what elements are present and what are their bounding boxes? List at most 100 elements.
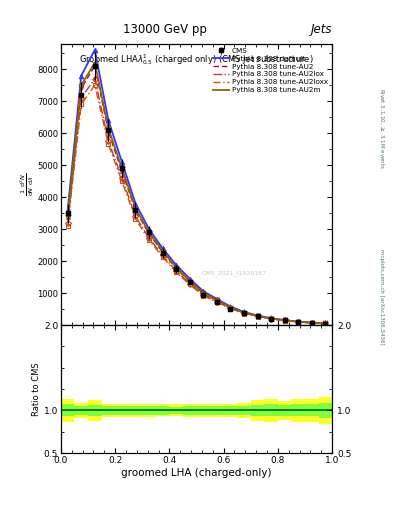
Bar — [210, 406, 224, 415]
Pythia 8.308 tune-AU2loxx — [133, 216, 138, 222]
Bar — [61, 399, 75, 421]
Pythia 8.308 tune-AU2 — [147, 231, 151, 237]
Pythia 8.308 default — [92, 47, 97, 53]
Bar — [305, 404, 318, 416]
Pythia 8.308 tune-AU2lox — [255, 313, 260, 319]
Bar — [183, 403, 196, 417]
Bar — [61, 404, 75, 416]
Bar — [224, 406, 237, 415]
Text: CMS_2021_I1920187: CMS_2021_I1920187 — [202, 270, 267, 276]
Text: Groomed LHA$\lambda^{1}_{0.5}$ (charged only) (CMS jet substructure): Groomed LHA$\lambda^{1}_{0.5}$ (charged … — [79, 52, 314, 67]
Pythia 8.308 default — [296, 318, 301, 325]
Pythia 8.308 default — [215, 296, 219, 302]
Pythia 8.308 tune-AU2loxx — [106, 141, 111, 147]
Bar — [183, 406, 196, 415]
Pythia 8.308 tune-AU2lox — [133, 213, 138, 219]
Pythia 8.308 tune-AU2loxx — [187, 282, 192, 288]
Pythia 8.308 tune-AU2loxx — [65, 223, 70, 229]
Pythia 8.308 default — [79, 72, 84, 78]
Bar — [237, 403, 251, 418]
Pythia 8.308 tune-AU2loxx — [174, 269, 178, 275]
Pythia 8.308 tune-AU2m — [282, 317, 287, 323]
Bar — [237, 406, 251, 415]
Pythia 8.308 tune-AU2m — [269, 315, 274, 322]
Pythia 8.308 tune-AU2m — [92, 60, 97, 66]
Pythia 8.308 tune-AU2lox — [296, 319, 301, 325]
Bar — [318, 403, 332, 418]
Bar — [318, 397, 332, 424]
Pythia 8.308 tune-AU2loxx — [215, 299, 219, 305]
Pythia 8.308 tune-AU2loxx — [323, 321, 328, 327]
Pythia 8.308 tune-AU2loxx — [269, 316, 274, 322]
Pythia 8.308 default — [119, 159, 124, 165]
Bar — [88, 406, 101, 416]
Pythia 8.308 default — [242, 309, 246, 315]
Pythia 8.308 tune-AU2m — [228, 304, 233, 310]
Pythia 8.308 tune-AU2m — [174, 264, 178, 270]
Bar — [156, 406, 169, 415]
Bar — [142, 403, 156, 417]
Pythia 8.308 tune-AU2lox — [106, 138, 111, 144]
Bar — [169, 407, 183, 414]
Bar — [224, 403, 237, 417]
Bar — [292, 404, 305, 416]
Legend: CMS, Pythia 8.308 default, Pythia 8.308 tune-AU2, Pythia 8.308 tune-AU2lox, Pyth: CMS, Pythia 8.308 default, Pythia 8.308 … — [210, 45, 331, 96]
Pythia 8.308 tune-AU2m — [147, 229, 151, 236]
Pythia 8.308 tune-AU2m — [160, 248, 165, 254]
Pythia 8.308 tune-AU2lox — [174, 268, 178, 274]
Pythia 8.308 tune-AU2m — [79, 82, 84, 88]
Pythia 8.308 tune-AU2 — [133, 207, 138, 213]
Pythia 8.308 default — [65, 207, 70, 213]
Pythia 8.308 tune-AU2 — [174, 265, 178, 271]
Pythia 8.308 tune-AU2loxx — [242, 310, 246, 316]
Bar — [142, 406, 156, 415]
Pythia 8.308 tune-AU2lox — [92, 76, 97, 82]
Pythia 8.308 tune-AU2 — [296, 319, 301, 325]
Pythia 8.308 tune-AU2 — [323, 321, 328, 327]
Pythia 8.308 tune-AU2 — [309, 319, 314, 326]
Pythia 8.308 tune-AU2m — [323, 321, 328, 327]
Text: mcplots.cern.ch [arXiv:1306.3436]: mcplots.cern.ch [arXiv:1306.3436] — [380, 249, 384, 345]
Pythia 8.308 tune-AU2loxx — [147, 237, 151, 243]
Pythia 8.308 default — [323, 321, 328, 327]
Pythia 8.308 tune-AU2 — [282, 317, 287, 324]
Pythia 8.308 tune-AU2m — [255, 313, 260, 319]
Pythia 8.308 tune-AU2lox — [215, 298, 219, 305]
Bar — [156, 404, 169, 416]
Pythia 8.308 tune-AU2 — [160, 249, 165, 255]
Pythia 8.308 tune-AU2lox — [201, 292, 206, 298]
Pythia 8.308 tune-AU2lox — [242, 310, 246, 316]
Bar — [129, 403, 142, 417]
Pythia 8.308 tune-AU2loxx — [119, 178, 124, 184]
Pythia 8.308 tune-AU2m — [187, 278, 192, 284]
Pythia 8.308 tune-AU2loxx — [228, 306, 233, 312]
Text: 13000 GeV pp: 13000 GeV pp — [123, 23, 207, 36]
Pythia 8.308 tune-AU2lox — [269, 316, 274, 322]
Pythia 8.308 default — [160, 245, 165, 251]
Pythia 8.308 tune-AU2 — [79, 85, 84, 91]
Bar — [251, 406, 264, 416]
Pythia 8.308 tune-AU2 — [106, 129, 111, 135]
Pythia 8.308 tune-AU2lox — [187, 281, 192, 287]
Bar — [264, 404, 278, 416]
Pythia 8.308 default — [201, 288, 206, 294]
Bar — [101, 406, 115, 415]
Pythia 8.308 tune-AU2loxx — [160, 254, 165, 260]
Bar — [101, 403, 115, 417]
Bar — [75, 406, 88, 415]
Bar — [278, 401, 292, 420]
X-axis label: groomed LHA (charged-only): groomed LHA (charged-only) — [121, 467, 272, 478]
Pythia 8.308 default — [269, 315, 274, 322]
Pythia 8.308 tune-AU2 — [242, 310, 246, 316]
Pythia 8.308 tune-AU2loxx — [255, 313, 260, 319]
Pythia 8.308 default — [228, 304, 233, 310]
Line: Pythia 8.308 default: Pythia 8.308 default — [68, 50, 325, 324]
Pythia 8.308 tune-AU2m — [65, 213, 70, 219]
Pythia 8.308 tune-AU2lox — [160, 252, 165, 259]
Pythia 8.308 default — [174, 262, 178, 268]
Pythia 8.308 default — [106, 117, 111, 123]
Pythia 8.308 default — [133, 200, 138, 206]
Bar — [115, 406, 129, 415]
Pythia 8.308 tune-AU2loxx — [79, 101, 84, 108]
Pythia 8.308 tune-AU2loxx — [309, 320, 314, 326]
